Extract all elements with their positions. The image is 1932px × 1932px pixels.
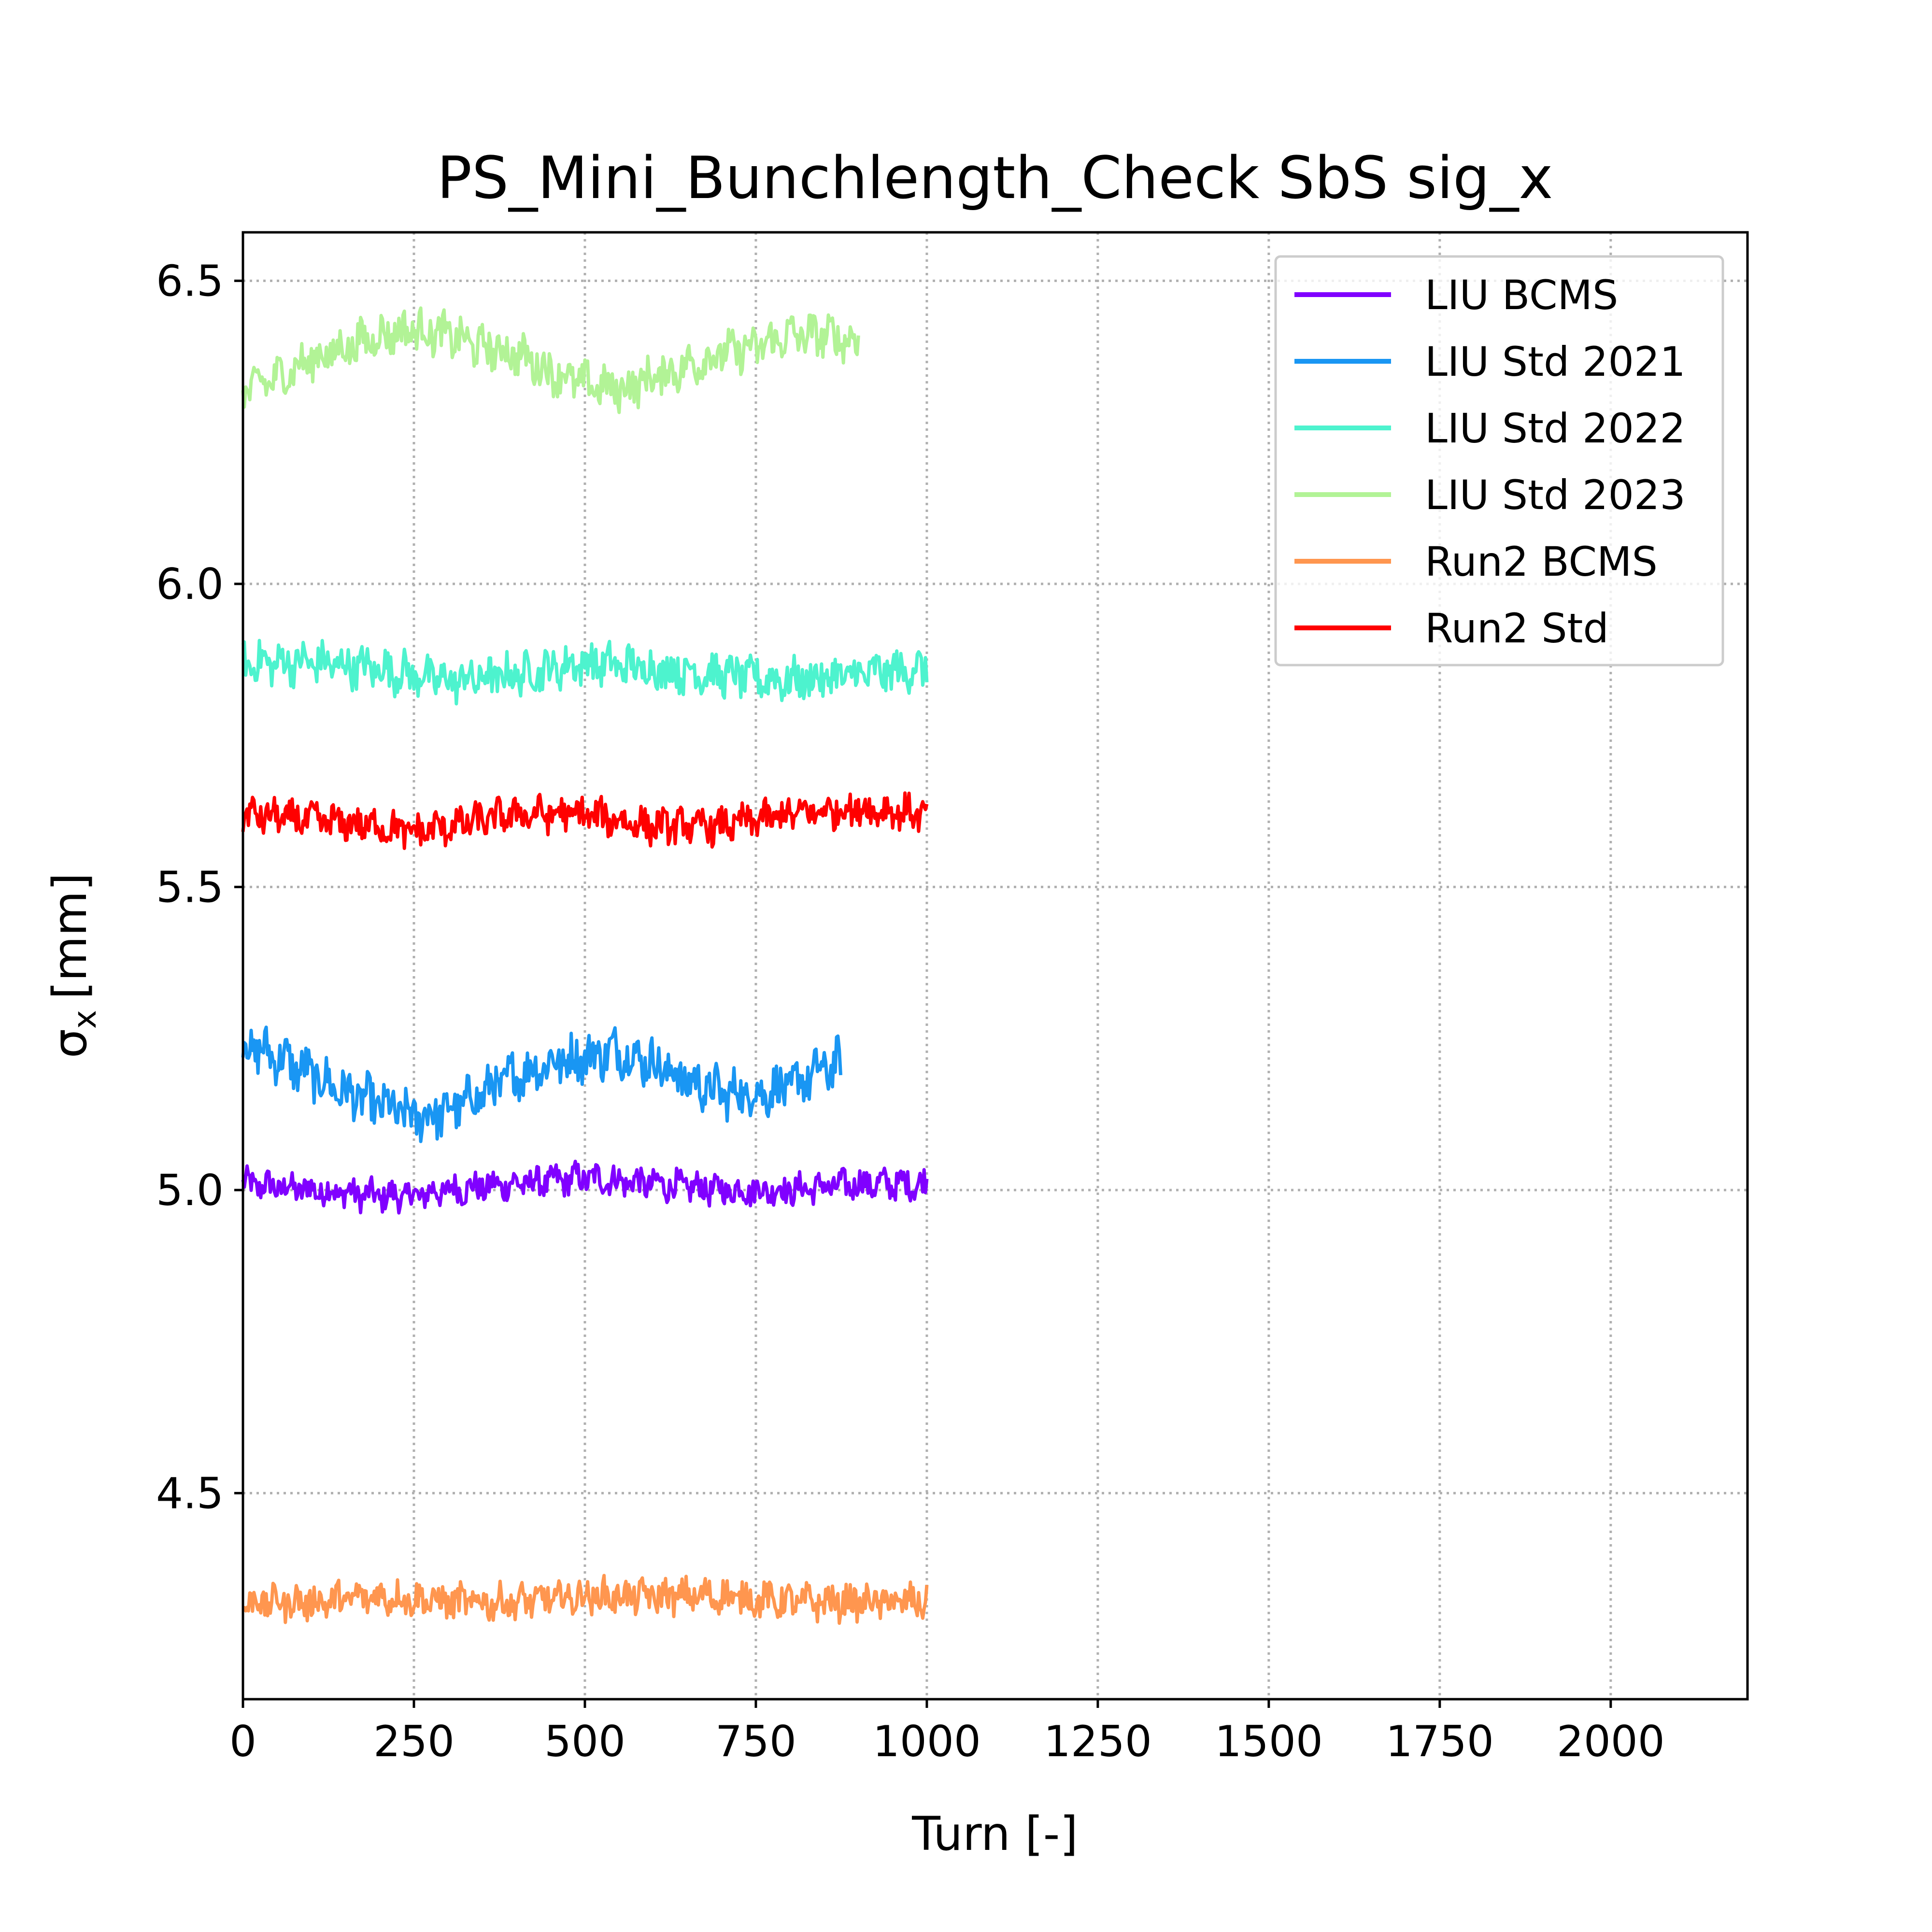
- legend: LIU BCMS LIU Std 2021 LIU Std 2022 LIU Std …: [1274, 255, 1724, 667]
- y-axis-label: σx [mm]: [43, 873, 103, 1058]
- x-tick-label: 0: [229, 1717, 256, 1766]
- x-tick-label: 250: [373, 1717, 455, 1766]
- series-line: [241, 1160, 929, 1215]
- x-axis-label: Turn [-]: [911, 1807, 1078, 1861]
- series-lines: [241, 306, 929, 1625]
- x-tick-label: 500: [544, 1717, 625, 1766]
- axis-ticks: 0 250 500 750 1000 1250 1500 1750 2000 4.5 5.0 5.5 6…: [156, 256, 1665, 1766]
- series-line: [241, 1025, 842, 1143]
- legend-label: LIU Std 2022: [1425, 405, 1686, 452]
- series-line: [241, 791, 929, 850]
- legend-label: LIU Std 2023: [1425, 471, 1686, 519]
- plot-frame: [242, 231, 1749, 1701]
- legend-label: Run2 BCMS: [1425, 538, 1658, 585]
- y-tick-label: 6.0: [156, 559, 224, 609]
- legend-label: LIU BCMS: [1425, 271, 1618, 319]
- series-line: [241, 306, 860, 414]
- legend-label: Run2 Std: [1425, 605, 1609, 652]
- x-tick-label: 750: [715, 1717, 796, 1766]
- y-tick-label: 6.5: [156, 256, 224, 306]
- y-tick-label: 5.0: [156, 1165, 224, 1215]
- series-line: [242, 1574, 929, 1625]
- x-tick-label: 1000: [873, 1717, 981, 1766]
- legend-label: LIU Std 2021: [1425, 338, 1686, 385]
- y-axis-label-unit: [mm]: [43, 873, 97, 999]
- series-line: [241, 639, 929, 706]
- x-tick-label: 1750: [1386, 1717, 1494, 1766]
- x-tick-label: 1250: [1044, 1717, 1152, 1766]
- y-axis-label-subscript: x: [66, 1010, 103, 1029]
- chart-title: PS_Mini_Bunchlength_Check SbS sig_x: [437, 145, 1553, 212]
- x-tick-label: 1500: [1215, 1717, 1323, 1766]
- y-tick-label: 5.5: [156, 862, 224, 912]
- y-tick-label: 4.5: [156, 1468, 224, 1518]
- y-axis-label-symbol: σ: [43, 1029, 97, 1058]
- x-tick-label: 2000: [1557, 1717, 1665, 1766]
